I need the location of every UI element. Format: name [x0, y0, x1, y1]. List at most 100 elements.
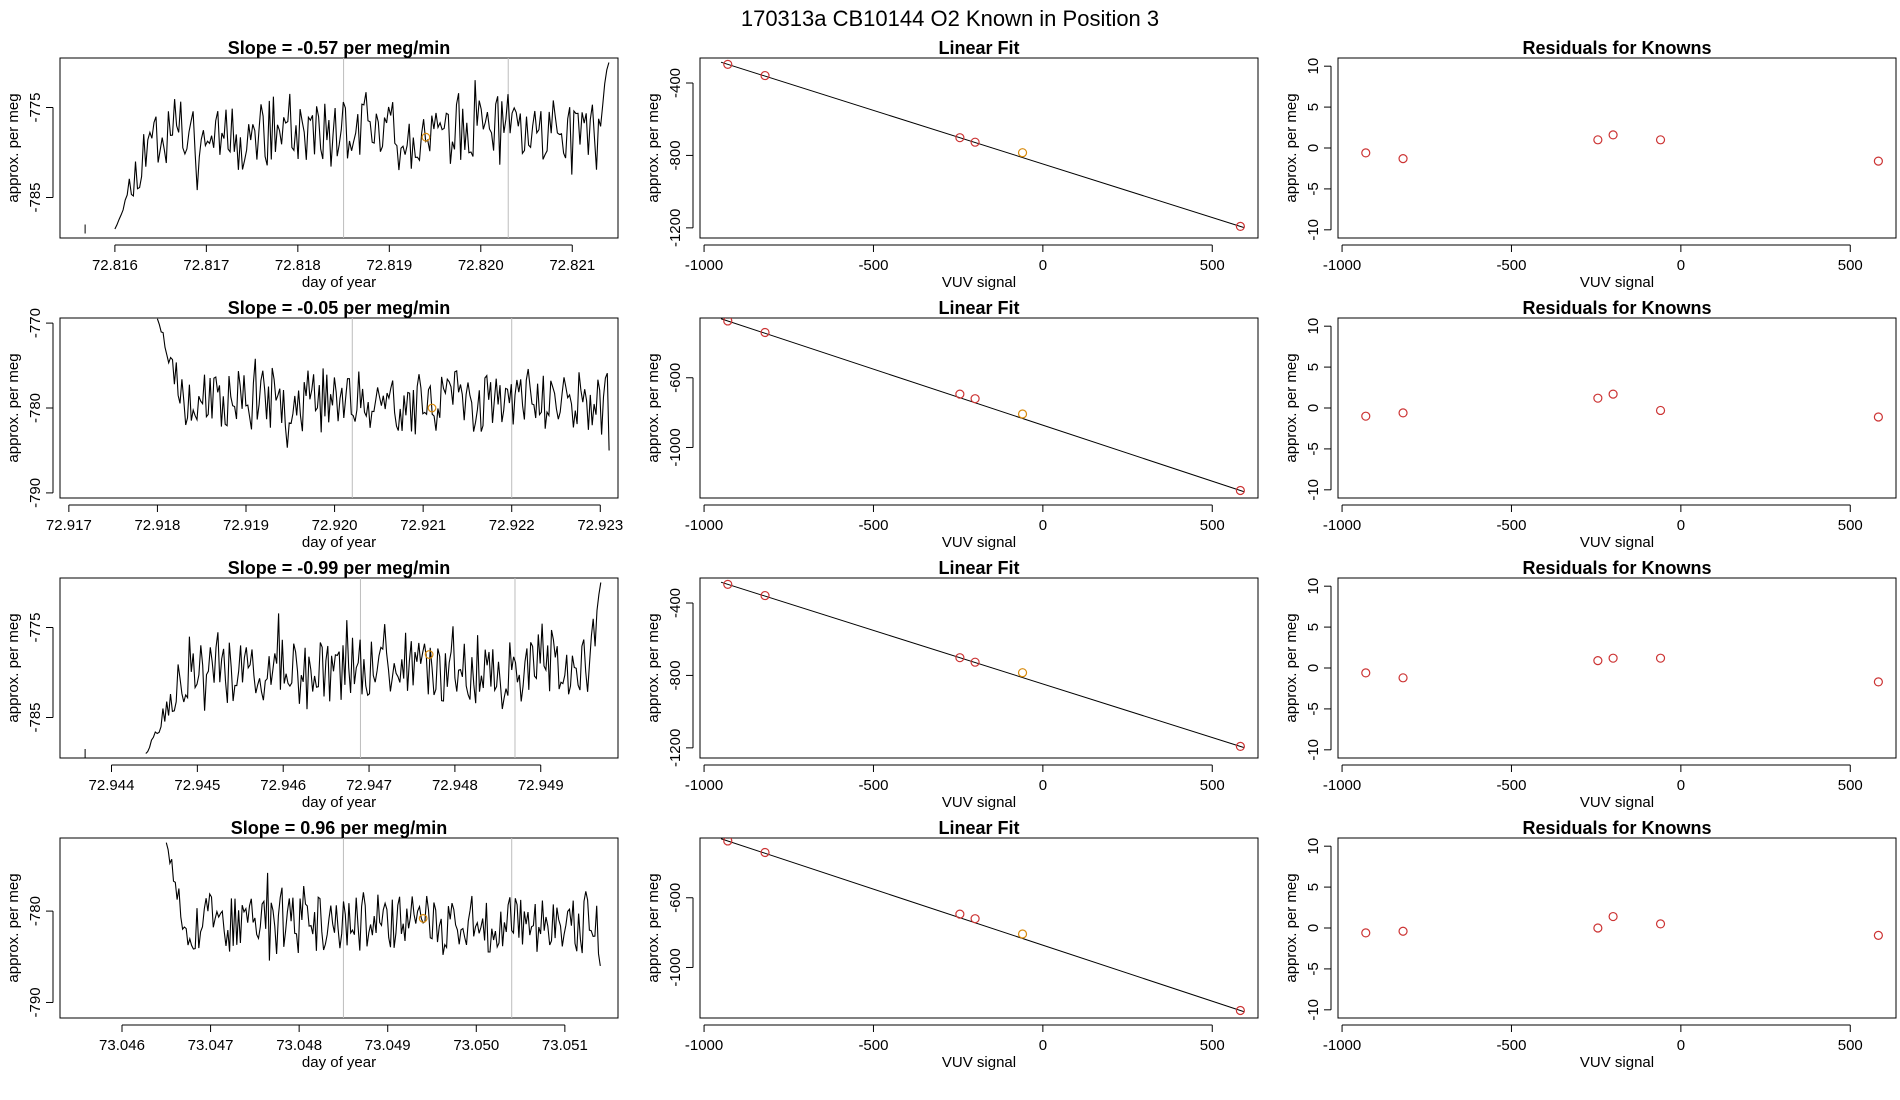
known-point: [424, 650, 434, 659]
plot-data: [720, 579, 1245, 752]
plot-frame: [59, 57, 619, 239]
y-axis-label: approx. per meg: [1283, 93, 1300, 202]
residual-point: [1398, 926, 1408, 936]
plot-data: [720, 838, 1245, 1016]
y-axis-label: approx. per meg: [645, 873, 662, 982]
y-axis: -790 -780 -770 approx. per meg: [5, 308, 54, 508]
x-tick-label: 72.918: [134, 517, 180, 534]
x-tick-label: 73.050: [453, 1037, 499, 1054]
data-point: [723, 838, 733, 846]
residual-point: [1655, 919, 1666, 929]
x-axis: -1000 -500 0 500 VUV signal: [1323, 764, 1863, 811]
data-point: [760, 590, 770, 601]
x-tick-label: 500: [1200, 777, 1225, 794]
panel-title: Slope = -0.99 per meg/min: [228, 558, 451, 578]
x-tick-label: 0: [1677, 1037, 1685, 1054]
y-tick-label: -10: [1305, 479, 1322, 501]
x-axis-label: VUV signal: [1580, 274, 1654, 291]
x-axis-label: VUV signal: [1580, 1054, 1654, 1071]
x-axis-label: VUV signal: [1580, 534, 1654, 551]
data-point: [723, 318, 733, 326]
y-axis-label: approx. per meg: [1283, 353, 1300, 462]
residual-point: [1873, 156, 1883, 166]
data-point: [955, 389, 965, 399]
plot-frame: [1337, 577, 1897, 759]
x-tick-label: -500: [858, 1037, 888, 1054]
residual-point: [1593, 656, 1603, 666]
residual-point: [1593, 393, 1603, 403]
y-tick-label: -775: [27, 612, 44, 642]
y-axis-label: approx. per meg: [5, 613, 22, 722]
plot-data: [156, 318, 610, 498]
y-tick-label: -400: [667, 588, 684, 618]
y-tick-label: 10: [1305, 578, 1322, 595]
x-tick-label: 0: [1039, 1037, 1047, 1054]
plot-frame: [699, 317, 1259, 499]
fit-line: [720, 581, 1244, 748]
x-tick-label: -1000: [1323, 257, 1361, 274]
y-axis-label: approx. per meg: [645, 353, 662, 462]
x-tick-label: 72.921: [400, 517, 446, 534]
y-tick-label: -1200: [667, 729, 684, 767]
known-point: [418, 914, 428, 923]
data-point: [1235, 221, 1245, 232]
x-axis-label: VUV signal: [1580, 794, 1654, 811]
x-axis: -1000 -500 0 500 VUV signal: [1323, 1024, 1863, 1071]
x-tick-label: 72.819: [366, 257, 412, 274]
y-tick-label: -600: [667, 883, 684, 913]
plot-data: [1361, 389, 1883, 422]
x-axis: -1000 -500 0 500 VUV signal: [685, 1024, 1225, 1071]
x-tick-label: 500: [1838, 1037, 1863, 1054]
y-tick-label: 0: [1305, 404, 1322, 412]
x-tick-label: 72.944: [89, 777, 135, 794]
y-tick-label: 10: [1305, 58, 1322, 75]
y-axis-label: approx. per meg: [645, 613, 662, 722]
x-axis: -1000 -500 0 500 VUV signal: [1323, 504, 1863, 551]
panel-title: Slope = -0.05 per meg/min: [228, 298, 451, 318]
y-axis: -1200 -800 -400 approx. per meg: [645, 588, 694, 767]
x-tick-label: -1000: [685, 257, 723, 274]
y-axis: -10 -5 0 5 10 approx. per meg: [1283, 318, 1332, 501]
known-point: [1017, 668, 1028, 678]
x-tick-label: -500: [858, 777, 888, 794]
residual-point: [1873, 412, 1883, 422]
y-tick-label: -775: [27, 92, 44, 122]
y-tick-label: -790: [27, 478, 44, 508]
data-point: [970, 657, 980, 667]
data-point: [1235, 1005, 1245, 1016]
x-tick-label: 500: [1200, 517, 1225, 534]
residual-point: [1608, 130, 1618, 140]
data-point: [970, 394, 980, 404]
x-axis-label: day of year: [302, 274, 376, 291]
panel-2-2: Linear Fit -1000 -500 0 500 VUV signal -1000 -6…: [645, 298, 1259, 551]
data-point: [723, 579, 733, 589]
plot-frame: [1337, 837, 1897, 1019]
plot-frame: [699, 837, 1259, 1019]
trace-line: [114, 62, 610, 230]
y-tick-label: 5: [1305, 363, 1322, 371]
y-axis-label: approx. per meg: [645, 93, 662, 202]
x-tick-label: -500: [1496, 517, 1526, 534]
plot-frame: [59, 317, 619, 499]
y-tick-label: -800: [667, 140, 684, 170]
x-tick-label: -500: [1496, 257, 1526, 274]
y-tick-label: 0: [1305, 924, 1322, 932]
x-axis-label: day of year: [302, 1054, 376, 1071]
y-tick-label: -780: [27, 896, 44, 926]
residual-point: [1593, 923, 1603, 933]
residual-point: [1398, 408, 1408, 418]
y-tick-label: 0: [1305, 664, 1322, 672]
x-tick-label: 73.049: [365, 1037, 411, 1054]
plot-frame: [699, 57, 1259, 239]
y-tick-label: -1000: [667, 428, 684, 466]
x-tick-label: -1000: [685, 777, 723, 794]
x-tick-label: 72.947: [346, 777, 392, 794]
data-point: [723, 59, 733, 69]
y-axis: -1200 -800 -400 approx. per meg: [645, 68, 694, 247]
x-tick-label: 73.047: [188, 1037, 234, 1054]
y-tick-label: -1000: [667, 948, 684, 986]
y-tick-label: 5: [1305, 883, 1322, 891]
x-axis: 72.816 72.817 72.818 72.819 72.820 72.821 day …: [92, 244, 595, 291]
x-tick-label: -1000: [685, 517, 723, 534]
